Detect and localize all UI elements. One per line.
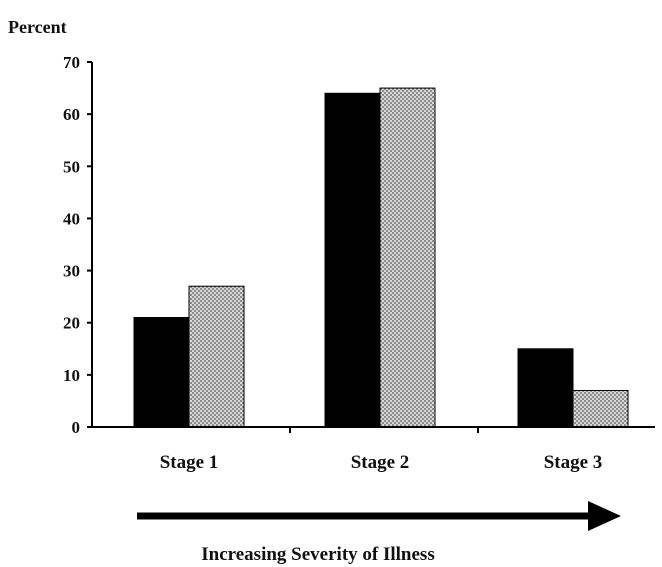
arrow-head-icon <box>588 501 621 531</box>
y-tick-label: 50 <box>63 157 80 176</box>
y-tick-label: 70 <box>63 53 80 72</box>
y-tick-label: 40 <box>63 209 80 228</box>
bar-series-2-stage-2 <box>379 87 436 428</box>
severity-arrow <box>137 501 621 531</box>
y-tick-label: 10 <box>63 366 80 385</box>
y-tick-label: 60 <box>63 105 80 124</box>
y-axis: 0 10 20 30 40 50 60 70 <box>63 53 93 437</box>
x-tick-label: Stage 2 <box>351 452 410 473</box>
x-tick-label: Stage 1 <box>160 452 219 473</box>
bar-series-1-stage-1 <box>133 317 190 428</box>
y-axis-label: Percent <box>8 17 67 37</box>
bar-series-1-stage-3 <box>517 348 574 428</box>
y-tick-label: 0 <box>72 418 81 437</box>
bars <box>133 87 629 428</box>
bar-series-1-stage-2 <box>324 92 381 428</box>
bar-series-2-stage-3 <box>572 390 629 428</box>
y-tick-label: 20 <box>63 314 80 333</box>
x-axis-label: Increasing Severity of Illness <box>201 544 434 565</box>
bar-series-2-stage-1 <box>188 285 245 428</box>
x-tick-label: Stage 3 <box>544 452 603 473</box>
y-tick-label: 30 <box>63 262 80 281</box>
x-axis: Stage 1 Stage 2 Stage 3 <box>92 426 655 473</box>
